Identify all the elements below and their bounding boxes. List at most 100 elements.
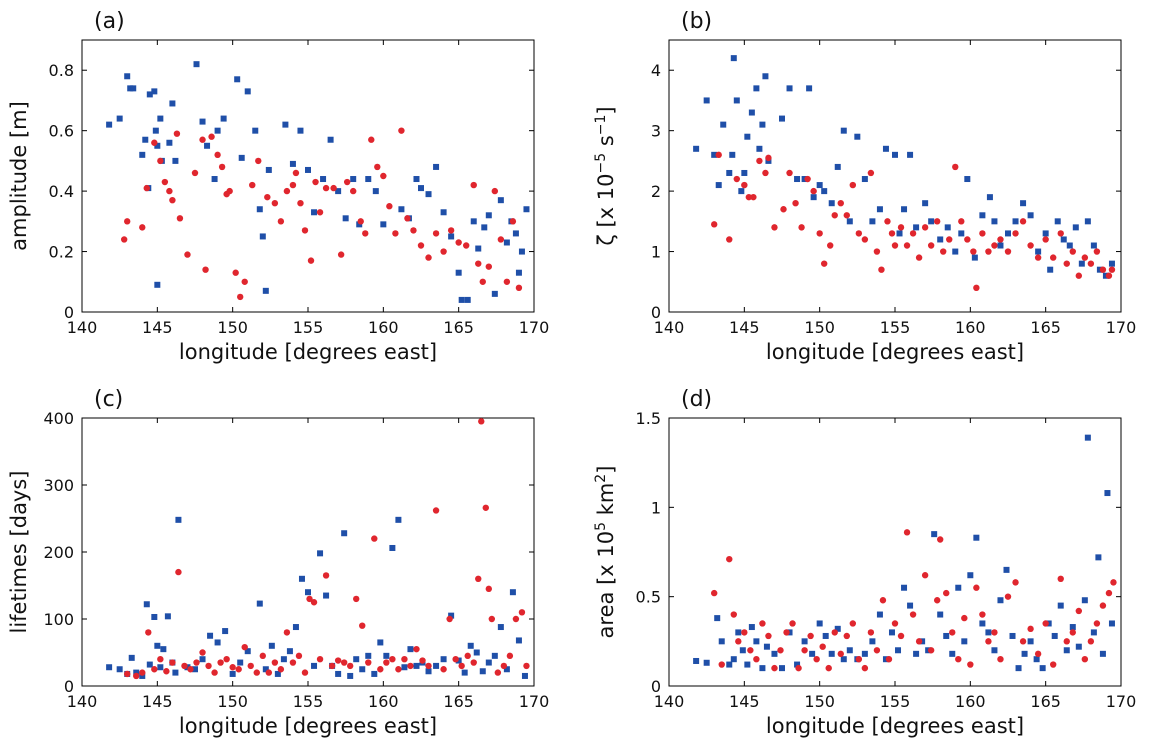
blue-square-point	[365, 652, 372, 659]
y-axis-label-b: ζ [x 10−5 s−1]	[593, 106, 618, 245]
red-circle-point	[328, 662, 336, 670]
red-circle-point	[494, 669, 502, 676]
red-circle-point	[371, 535, 378, 542]
red-circle-point	[777, 647, 784, 654]
red-circle-point	[1087, 260, 1095, 267]
blue-square-point	[154, 142, 161, 149]
blue-square-point	[479, 668, 486, 675]
blue-square-point	[193, 61, 200, 68]
red-circle-point	[166, 187, 173, 195]
red-circle-point	[235, 666, 242, 673]
blue-square-point	[809, 650, 816, 657]
red-circle-point	[759, 620, 766, 627]
red-circle-point	[497, 236, 505, 243]
red-circle-point	[199, 136, 206, 143]
red-circle-point	[265, 669, 273, 676]
red-circle-point	[249, 181, 256, 189]
blue-square-point	[128, 654, 135, 661]
red-circle-point	[991, 629, 998, 636]
red-circle-point	[1105, 272, 1113, 279]
blue-square-point	[928, 218, 935, 225]
red-circle-point	[873, 248, 881, 255]
blue-square-point	[305, 589, 311, 596]
x-axis-label-d: longitude [degrees east]	[766, 714, 1024, 738]
red-circle-point	[1099, 266, 1107, 273]
red-circle-point	[946, 236, 953, 243]
blue-square-point	[407, 646, 414, 653]
red-circle-point	[482, 504, 489, 511]
blue-square-point	[733, 97, 740, 104]
x-tick-label: 170	[1106, 318, 1137, 337]
red-circle-point	[202, 266, 209, 273]
blue-square-point	[786, 85, 793, 92]
red-circle-point	[1075, 607, 1083, 615]
red-circle-point	[401, 656, 408, 663]
blue-square-point	[744, 661, 751, 668]
red-circle-point	[741, 181, 748, 189]
blue-square-point	[327, 136, 334, 143]
blue-square-point	[955, 584, 962, 591]
blue-square-point	[944, 224, 951, 231]
blue-square-point	[1020, 200, 1027, 207]
red-circle-point	[124, 218, 131, 225]
red-circle-point	[395, 666, 402, 673]
blue-square-point	[372, 188, 379, 195]
blue-square-point	[730, 55, 737, 62]
red-circle-point	[334, 657, 342, 664]
panel-label-a: (a)	[94, 9, 125, 34]
red-circle-point	[985, 638, 992, 645]
blue-square-point	[714, 615, 721, 622]
blue-square-point	[473, 649, 480, 656]
blue-square-point	[398, 206, 405, 213]
red-circle-point	[316, 209, 324, 216]
red-circle-point	[392, 230, 399, 237]
blue-square-point	[971, 254, 978, 261]
red-circle-point	[745, 193, 753, 201]
blue-square-point	[913, 224, 920, 231]
red-circle-point	[884, 218, 891, 225]
blue-square-point	[715, 182, 722, 189]
panel-label-d: (d)	[681, 387, 712, 412]
red-circle-point	[120, 236, 128, 243]
red-circle-point	[157, 656, 164, 663]
red-circle-point	[820, 260, 828, 267]
blue-square-point	[741, 169, 748, 176]
blue-square-point	[726, 169, 733, 176]
blue-square-point	[265, 166, 272, 173]
red-circle-point	[133, 672, 140, 680]
red-circle-point	[229, 664, 236, 671]
blue-square-point	[958, 230, 965, 237]
red-circle-point	[1110, 579, 1117, 586]
red-circle-point	[386, 203, 393, 210]
red-circle-point	[410, 227, 417, 234]
red-circle-point	[783, 629, 790, 636]
red-circle-point	[432, 507, 440, 514]
y-label-text: lifetimes [days]	[7, 471, 31, 634]
x-tick-label: 145	[142, 692, 173, 711]
y-label-text: ζ [x 10	[594, 173, 618, 245]
red-circle-point	[849, 181, 857, 189]
red-circle-point	[458, 662, 465, 670]
y-label-text: ]	[594, 466, 618, 474]
red-circle-point	[909, 230, 917, 237]
red-circle-point	[389, 656, 396, 663]
blue-square-point	[244, 648, 251, 655]
red-circle-point	[173, 130, 181, 137]
red-circle-point	[952, 163, 959, 171]
red-circle-point	[214, 151, 221, 159]
blue-square-point	[1075, 643, 1082, 650]
red-circle-point	[176, 215, 184, 222]
red-circle-point	[780, 206, 787, 213]
blue-square-point	[146, 91, 153, 98]
blue-square-point	[1057, 602, 1064, 609]
red-circle-point	[301, 669, 309, 676]
x-tick-label: 165	[443, 318, 474, 337]
blue-square-point	[157, 664, 164, 671]
red-circle-point	[765, 632, 772, 640]
blue-square-point	[262, 666, 269, 673]
red-circle-point	[310, 599, 318, 606]
blue-square-point	[952, 248, 959, 255]
red-circle-point	[762, 169, 769, 177]
red-circle-point	[967, 661, 974, 668]
blue-square-point	[738, 188, 745, 195]
